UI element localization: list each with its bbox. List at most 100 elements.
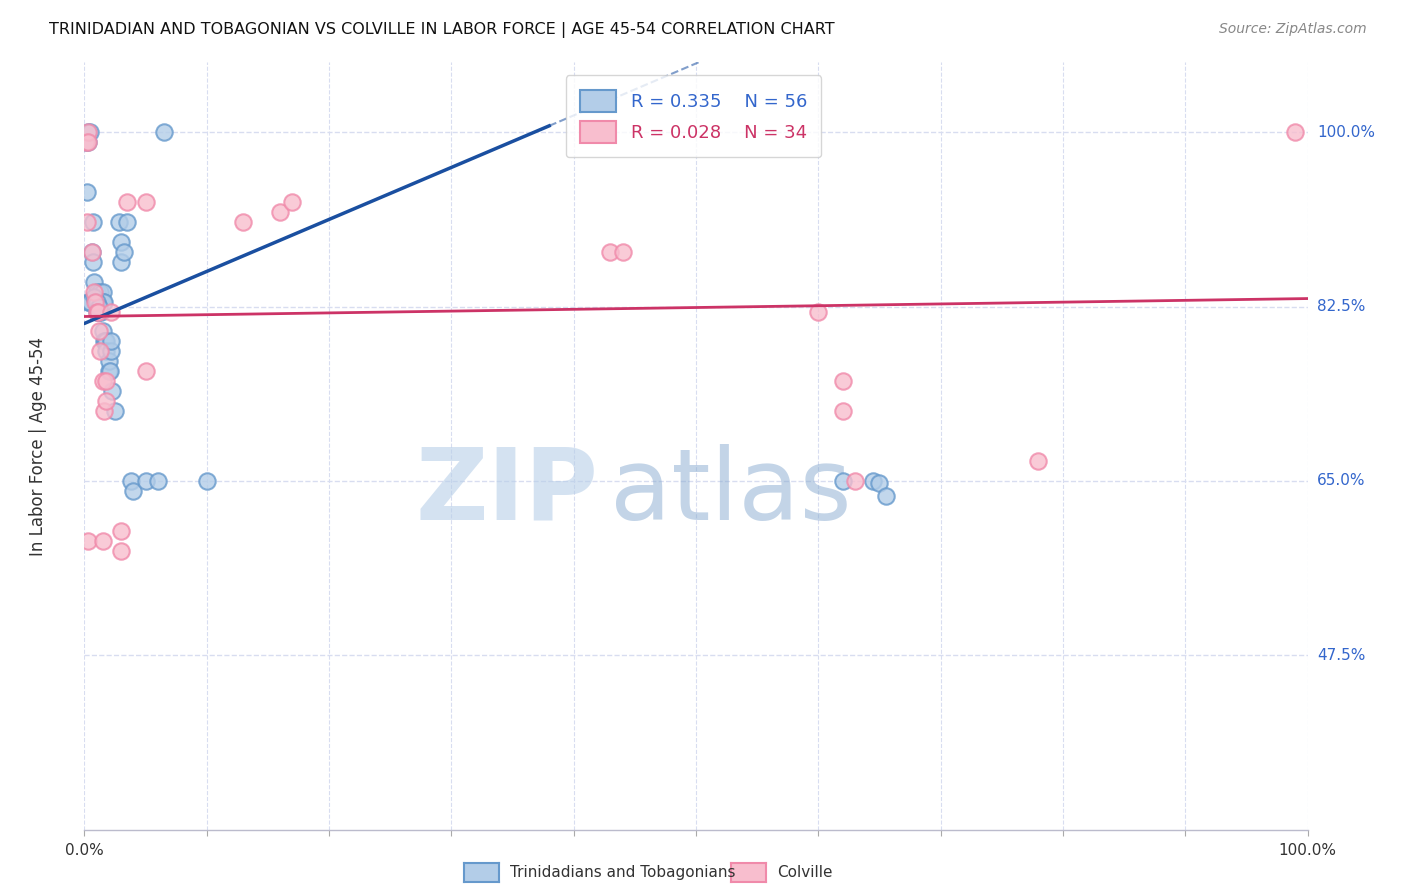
Point [135,364,157,378]
Text: Colville: Colville [778,865,832,880]
Point [97,364,120,378]
Point [869,475,891,490]
Point [96,374,118,388]
Point [98,364,121,378]
Point [96,344,118,359]
Point [76,185,98,199]
Point [93,294,115,309]
Point [875,489,897,503]
Point [77,135,100,149]
Text: 100.0%: 100.0% [1317,125,1375,140]
Point [87,294,110,309]
Point [87,300,110,314]
Point [153,125,176,139]
Point [77,533,100,548]
Point [195,474,218,488]
Point [110,524,132,538]
Point [90,304,112,318]
Text: In Labor Force | Age 45-54: In Labor Force | Age 45-54 [30,336,46,556]
Point [91,533,114,548]
Point [1028,454,1050,468]
Point [100,304,122,318]
Point [831,404,853,418]
Text: 47.5%: 47.5% [1317,648,1365,663]
Point [91,285,114,299]
Text: TRINIDADIAN AND TOBAGONIAN VS COLVILLE IN LABOR FORCE | AGE 45-54 CORRELATION CH: TRINIDADIAN AND TOBAGONIAN VS COLVILLE I… [49,22,835,38]
Point [84,294,107,309]
Point [101,384,124,399]
Point [107,215,129,229]
Point [115,194,138,209]
Point [269,205,291,219]
Point [862,474,884,488]
Point [104,404,127,418]
Point [86,285,108,299]
Point [122,483,145,498]
Point [79,294,101,309]
Point [86,294,108,309]
Point [1284,125,1306,139]
Point [599,244,621,259]
Point [110,543,132,558]
Point [77,125,100,139]
Point [77,135,100,149]
Point [110,235,132,249]
Point [100,334,122,349]
Point [93,404,115,418]
Text: Trinidadians and Tobagonians: Trinidadians and Tobagonians [510,865,735,880]
Point [93,334,115,349]
Text: 82.5%: 82.5% [1317,299,1365,314]
Point [79,125,101,139]
Point [75,135,97,149]
Point [87,304,110,318]
Point [77,125,100,139]
Point [112,244,135,259]
Point [91,294,114,309]
Point [86,304,108,318]
Point [82,254,104,268]
Point [96,334,118,349]
Point [87,304,110,318]
Text: 65.0%: 65.0% [1317,474,1365,488]
Point [831,374,853,388]
Point [90,294,112,309]
Point [135,194,157,209]
Point [281,194,304,209]
Point [89,294,111,309]
Point [77,294,100,309]
Point [110,254,132,268]
Point [97,354,120,368]
Point [89,285,111,299]
Point [83,289,105,303]
Point [94,334,117,349]
Point [96,394,118,409]
Point [75,135,97,149]
Point [84,294,107,309]
Point [115,215,138,229]
Point [807,304,830,318]
Text: atlas: atlas [610,443,852,541]
Point [612,244,634,259]
Point [87,304,110,318]
Point [87,294,110,309]
Point [80,244,103,259]
Point [135,474,157,488]
Point [87,325,110,339]
Legend: R = 0.335    N = 56, R = 0.028    N = 34: R = 0.335 N = 56, R = 0.028 N = 34 [565,75,821,157]
Point [82,215,104,229]
Point [80,244,103,259]
Point [146,474,169,488]
Text: Source: ZipAtlas.com: Source: ZipAtlas.com [1219,22,1367,37]
Point [77,294,100,309]
Point [83,275,105,289]
Point [100,344,122,359]
Point [76,215,98,229]
Point [83,285,105,299]
Text: ZIP: ZIP [415,443,598,541]
Point [232,215,254,229]
Point [91,374,114,388]
Point [89,344,111,359]
Point [831,474,853,488]
Point [91,325,114,339]
Point [86,304,108,318]
